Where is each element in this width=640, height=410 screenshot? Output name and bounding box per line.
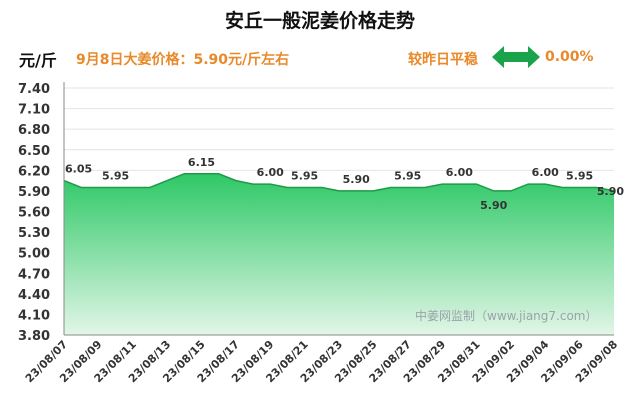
data-label: 5.95 bbox=[102, 169, 129, 182]
y-ticks: 7.40 7.10 6.80 6.50 6.20 5.90 5.60 5.30 5.00 4.70… bbox=[18, 82, 50, 344]
y-tick-label: 6.20 bbox=[18, 164, 50, 179]
y-tick-label: 5.30 bbox=[18, 226, 50, 241]
double-arrow-icon bbox=[492, 46, 540, 68]
data-label: 5.95 bbox=[566, 169, 593, 182]
data-label: 6.00 bbox=[532, 166, 559, 179]
y-tick-label: 4.70 bbox=[18, 267, 50, 282]
y-tick-label: 7.10 bbox=[18, 103, 50, 118]
axes bbox=[63, 82, 614, 336]
data-label: 6.05 bbox=[65, 163, 92, 176]
watermark: 中姜网监制（www.jiang7.com） bbox=[415, 308, 597, 323]
y-tick-label: 5.00 bbox=[18, 247, 50, 262]
compare-value: 0.00% bbox=[545, 49, 594, 65]
y-tick-label: 4.10 bbox=[18, 308, 50, 323]
y-tick-label: 6.80 bbox=[18, 123, 50, 138]
y-tick-label: 4.40 bbox=[18, 288, 50, 303]
data-label: 6.00 bbox=[257, 166, 284, 179]
data-label: 5.90 bbox=[480, 199, 507, 212]
price-area bbox=[64, 173, 614, 335]
compare-label: 较昨日平稳 bbox=[408, 52, 478, 68]
unit-label: 元/斤 bbox=[19, 51, 57, 70]
data-label: 5.95 bbox=[291, 169, 318, 182]
y-tick-label: 6.50 bbox=[18, 144, 50, 159]
data-label: 6.15 bbox=[188, 156, 215, 169]
price-note: 9月8日大姜价格：5.90元/斤左右 bbox=[76, 52, 290, 68]
data-label: 6.00 bbox=[446, 166, 473, 179]
x-ticks: 23/08/0723/08/0923/08/1123/08/1323/08/15… bbox=[23, 338, 620, 386]
data-labels: 6.05 5.95 6.15 6.00 5.95 5.90 5.95 6.00 5.90 6.00… bbox=[65, 156, 624, 212]
y-tick-label: 5.60 bbox=[18, 206, 50, 221]
y-tick-label: 3.80 bbox=[18, 329, 50, 344]
price-line bbox=[63, 173, 615, 192]
data-label: 5.90 bbox=[597, 185, 624, 198]
data-label: 5.95 bbox=[394, 169, 421, 182]
y-tick-label: 5.90 bbox=[18, 185, 50, 200]
chart-title: 安丘一般泥姜价格走势 bbox=[224, 10, 415, 32]
data-label: 5.90 bbox=[343, 173, 370, 186]
y-tick-label: 7.40 bbox=[18, 82, 50, 97]
